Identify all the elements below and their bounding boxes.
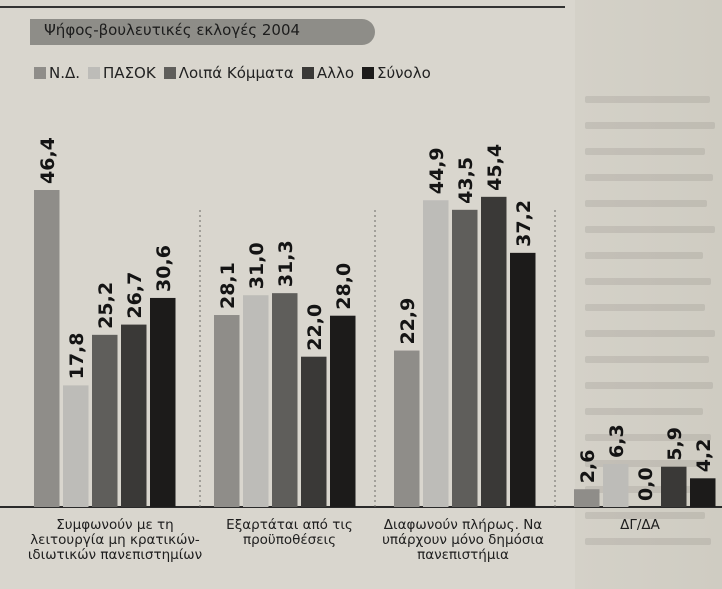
bar-pasok-group-1 <box>63 385 89 507</box>
legend-label-other: Αλλο <box>316 64 355 82</box>
value-label-other-group-1: 26,7 <box>124 272 146 319</box>
ghost-text-line <box>585 538 711 545</box>
ghost-text-line <box>585 408 703 415</box>
bar-other-group-2 <box>301 356 327 507</box>
top-rule <box>0 6 565 8</box>
legend-item-other: Αλλο <box>301 64 355 82</box>
value-label-other-group-3: 45,4 <box>484 144 506 191</box>
legend-swatch-other-parties <box>163 67 176 79</box>
legend-item-total: Σύνολο <box>362 64 431 82</box>
category-label-dk-na: ΔΓ/ΔΑ <box>620 517 660 533</box>
legend-item-pasok: ΠΑΣΟΚ <box>88 64 156 82</box>
value-label-pasok-group-1: 17,8 <box>66 333 88 380</box>
ghost-text-line <box>585 434 711 441</box>
bar-total-group-3 <box>510 252 536 507</box>
bar-nd-group-3 <box>394 350 420 507</box>
bar-pasok-group-4 <box>603 463 629 507</box>
ghost-text-line <box>585 148 705 155</box>
value-label-nd-group-1: 46,4 <box>37 137 59 184</box>
ghost-text-line <box>585 330 715 337</box>
ghost-text-line <box>585 460 707 467</box>
ghost-text-line <box>585 122 715 129</box>
ghost-text-line <box>585 96 710 103</box>
value-label-nd-group-2: 28,1 <box>217 262 239 309</box>
legend-label-nd: Ν.Δ. <box>49 64 81 82</box>
bar-other-parties-group-1 <box>92 334 118 507</box>
bar-total-group-4 <box>690 478 716 507</box>
value-label-pasok-group-2: 31,0 <box>246 242 268 289</box>
category-label-depends: Εξαρτάται από τις προϋποθέσεις <box>226 517 353 548</box>
ghost-text-line <box>585 174 713 181</box>
value-label-total-group-4: 4,2 <box>693 439 715 473</box>
legend-swatch-other <box>301 67 314 79</box>
bar-total-group-1 <box>150 297 176 507</box>
bar-pasok-group-3 <box>423 200 449 507</box>
value-label-total-group-3: 37,2 <box>513 200 535 247</box>
value-label-other-group-2: 22,0 <box>304 304 326 351</box>
legend-label-other-parties: Λοιπά Κόμματα <box>178 64 294 82</box>
legend-item-nd: Ν.Δ. <box>34 64 80 82</box>
bar-nd-group-2 <box>214 315 240 507</box>
legend: Ν.Δ. ΠΑΣΟΚ Λοιπά Κόμματα Αλλο Σύνολο <box>34 64 439 82</box>
value-label-pasok-group-4: 6,3 <box>606 424 628 458</box>
title-bar <box>30 19 375 45</box>
legend-label-pasok: ΠΑΣΟΚ <box>103 64 156 82</box>
ghost-text-line <box>585 252 703 259</box>
legend-item-other-parties: Λοιπά Κόμματα <box>163 64 294 82</box>
value-label-nd-group-3: 22,9 <box>397 298 419 345</box>
ghost-text-line <box>585 512 705 519</box>
bar-other-parties-group-3 <box>452 209 478 507</box>
ghost-text-line <box>585 200 707 207</box>
bar-other-group-4 <box>661 466 687 507</box>
value-label-nd-group-4: 2,6 <box>577 450 599 484</box>
legend-swatch-pasok <box>88 67 101 79</box>
value-label-total-group-1: 30,6 <box>153 245 175 292</box>
category-label-disagree: Διαφωνούν πλήρως. Να υπάρχουν μόνο δημόσ… <box>382 517 544 563</box>
value-label-pasok-group-3: 44,9 <box>426 147 448 194</box>
ghost-text-line <box>585 278 711 285</box>
bar-nd-group-4 <box>574 489 600 507</box>
ghost-text-line <box>585 356 709 363</box>
bar-other-group-1 <box>121 324 147 507</box>
ghost-text-line <box>585 382 713 389</box>
ghost-text-line <box>585 226 715 233</box>
value-label-other-parties-group-4: 0,0 <box>635 467 657 501</box>
ghost-text-line <box>585 486 715 493</box>
value-label-other-parties-group-2: 31,3 <box>275 240 297 287</box>
category-label-agree: Συμφωνούν με τη λειτουργία μη κρατικών-ι… <box>27 517 203 563</box>
value-label-total-group-2: 28,0 <box>333 263 355 310</box>
chart-title: Ψήφος-βουλευτικές εκλογές 2004 <box>44 21 301 39</box>
value-label-other-parties-group-1: 25,2 <box>95 282 117 329</box>
legend-swatch-nd <box>34 67 46 79</box>
bar-total-group-2 <box>330 315 356 507</box>
value-label-other-group-4: 5,9 <box>664 427 686 461</box>
bar-other-parties-group-2 <box>272 293 298 507</box>
legend-swatch-total <box>362 67 375 79</box>
ghost-text-line <box>585 304 705 311</box>
value-label-other-parties-group-3: 43,5 <box>455 157 477 204</box>
legend-label-total: Σύνολο <box>377 64 431 82</box>
bar-other-group-3 <box>481 196 507 507</box>
bar-nd-group-1 <box>34 190 60 507</box>
bar-pasok-group-2 <box>243 295 269 507</box>
